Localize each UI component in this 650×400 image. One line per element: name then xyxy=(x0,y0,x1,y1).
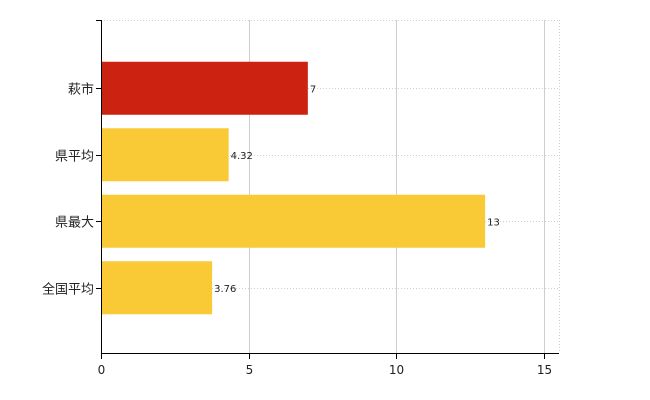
bars xyxy=(101,61,486,315)
data-label-3: 3.76 xyxy=(214,284,236,295)
x-tick-label-5: 5 xyxy=(246,363,254,377)
bar-3 xyxy=(101,261,213,315)
bar-1 xyxy=(101,128,229,182)
x-tick-label-15: 15 xyxy=(537,363,552,377)
y-tick-label-2: 県最大 xyxy=(55,216,94,231)
data-label-2: 13 xyxy=(487,217,500,228)
bar-0 xyxy=(101,61,308,115)
y-tick-label-0: 萩市 xyxy=(68,82,94,98)
x-tick-label-0: 0 xyxy=(98,363,106,377)
y-tick-label-3: 全国平均 xyxy=(42,282,94,298)
axes xyxy=(96,20,559,359)
bar-2 xyxy=(101,194,486,248)
data-label-0: 7 xyxy=(310,84,316,95)
y-tick-label-1: 県平均 xyxy=(55,150,94,165)
x-tick-label-10: 10 xyxy=(389,363,404,377)
data-label-1: 4.32 xyxy=(231,151,253,162)
